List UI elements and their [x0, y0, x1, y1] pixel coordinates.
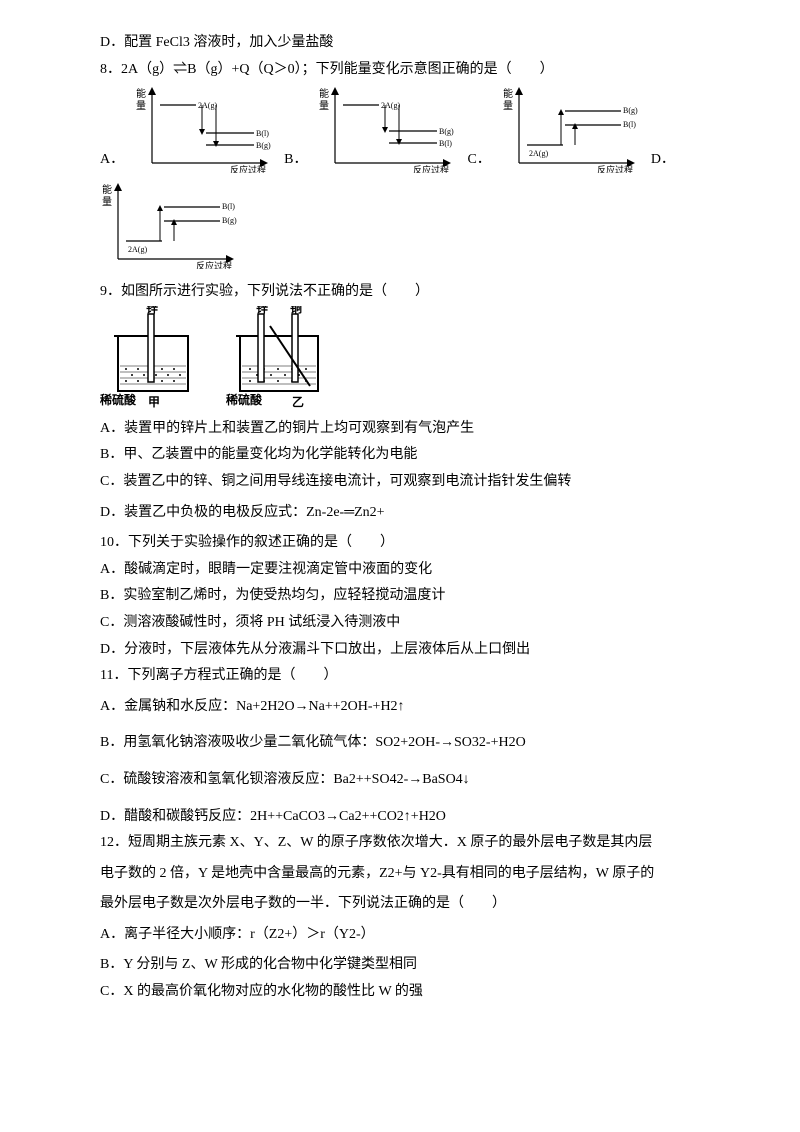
q9-stem: 9．如图所示进行实验，下列说法不正确的是（ ） — [100, 279, 720, 306]
q8-a-label: A． — [100, 147, 124, 174]
svg-text:反应过程: 反应过程 — [230, 164, 266, 173]
svg-text:能: 能 — [319, 87, 329, 100]
q12-c: C．X 的最高价氧化物对应的水化物的酸性比 W 的强 — [100, 979, 720, 1006]
q10-c: C．测溶液酸碱性时，须将 PH 试纸浸入待测液中 — [100, 610, 720, 637]
q8-stem: 8．2A（g）⇌B（g）+Q（Q＞0）；下列能量变化示意图正确的是（ ） — [100, 57, 720, 84]
svg-text:量: 量 — [136, 100, 146, 112]
q8-diagram-b: 能 量 反应过程 2A(g) B(g) B(l) — [317, 83, 457, 173]
svg-text:能: 能 — [136, 87, 146, 100]
svg-text:2A(g): 2A(g) — [128, 245, 147, 254]
svg-text:能: 能 — [503, 87, 513, 100]
svg-text:B(l): B(l) — [623, 120, 636, 129]
q11-c: C．硫酸铵溶液和氢氧化钡溶液反应：Ba2++SO42-→BaSO4↓ — [100, 767, 720, 794]
svg-text:能: 能 — [102, 183, 112, 196]
q10-b: B．实验室制乙烯时，为使受热均匀，应轻轻搅动温度计 — [100, 583, 720, 610]
svg-text:B(g): B(g) — [256, 141, 271, 150]
svg-text:B(g): B(g) — [222, 216, 237, 225]
q11-a: A．金属钠和水反应：Na+2H2O→Na++2OH-+H2↑ — [100, 694, 720, 721]
svg-text:量: 量 — [319, 100, 329, 112]
svg-text:2A(g): 2A(g) — [198, 101, 217, 110]
svg-text:量: 量 — [503, 100, 513, 112]
svg-text:锌: 锌 — [256, 306, 268, 315]
svg-text:B(g): B(g) — [439, 127, 454, 136]
q9-diagram: 锌 稀硫酸 甲 锌 铜 稀硫酸 乙 — [100, 306, 360, 416]
exam-page: D．配置 FeCl3 溶液时，加入少量盐酸 8．2A（g）⇌B（g）+Q（Q＞0… — [0, 0, 800, 1046]
q11-b: B．用氢氧化钠溶液吸收少量二氧化硫气体：SO2+2OH-→SO32-+H2O — [100, 730, 720, 757]
q8-diagram-d: 能 量 反应过程 2A(g) B(l) B(g) — [100, 179, 240, 269]
q10-stem: 10．下列关于实验操作的叙述正确的是（ ） — [100, 530, 720, 557]
q9-c: C．装置乙中的锌、铜之间用导线连接电流计，可观察到电流计指针发生偏转 — [100, 469, 720, 496]
q12-stem-3: 最外层电子数是次外层电子数的一半．下列说法正确的是（ ） — [100, 891, 720, 918]
q8-options-row: A． 能 量 反应过程 2A(g) B(l) B(g) — [100, 83, 720, 173]
svg-text:铜: 铜 — [290, 306, 302, 315]
svg-text:锌: 锌 — [146, 306, 158, 315]
q12-stem-1: 12．短周期主族元素 X、Y、Z、W 的原子序数依次增大．X 原子的最外层电子数… — [100, 830, 720, 857]
q10-a: A．酸碱滴定时，眼睛一定要注视滴定管中液面的变化 — [100, 557, 720, 584]
q8-diagram-a: 能 量 反应过程 2A(g) B(l) B(g) — [134, 83, 274, 173]
svg-text:反应过程: 反应过程 — [196, 260, 232, 269]
q10-d: D．分液时，下层液体先从分液漏斗下口放出，上层液体后从上口倒出 — [100, 637, 720, 664]
svg-text:2A(g): 2A(g) — [529, 149, 548, 158]
q12-stem-2: 电子数的 2 倍，Y 是地壳中含量最高的元素，Z2+与 Y2-具有相同的电子层结… — [100, 861, 720, 888]
q8-c-label: C． — [467, 147, 490, 174]
svg-text:稀硫酸: 稀硫酸 — [226, 392, 263, 407]
q9-a: A．装置甲的锌片上和装置乙的铜片上均可观察到有气泡产生 — [100, 416, 720, 443]
svg-text:反应过程: 反应过程 — [413, 164, 449, 173]
svg-text:反应过程: 反应过程 — [597, 164, 633, 173]
svg-text:2A(g): 2A(g) — [381, 101, 400, 110]
q12-a: A．离子半径大小顺序：r（Z2+）＞r（Y2-） — [100, 922, 720, 949]
svg-text:乙: 乙 — [292, 395, 304, 409]
q8-b-label: B． — [284, 147, 307, 174]
svg-text:B(l): B(l) — [439, 139, 452, 148]
q9-d: D．装置乙中负极的电极反应式：Zn-2e-═Zn2+ — [100, 500, 720, 527]
q12-b: B．Y 分别与 Z、W 形成的化合物中化学键类型相同 — [100, 952, 720, 979]
q8-d-label: D． — [651, 147, 675, 174]
svg-text:B(g): B(g) — [623, 106, 638, 115]
svg-text:量: 量 — [102, 196, 112, 208]
svg-text:B(l): B(l) — [256, 129, 269, 138]
svg-text:稀硫酸: 稀硫酸 — [100, 392, 137, 407]
svg-text:B(l): B(l) — [222, 202, 235, 211]
svg-text:甲: 甲 — [148, 395, 160, 409]
q9-b: B．甲、乙装置中的能量变化均为化学能转化为电能 — [100, 442, 720, 469]
q8-diagram-c: 能 量 反应过程 2A(g) B(g) B(l) — [501, 83, 641, 173]
q11-d: D．醋酸和碳酸钙反应：2H++CaCO3→Ca2++CO2↑+H2O — [100, 804, 720, 831]
q11-stem: 11．下列离子方程式正确的是（ ） — [100, 663, 720, 690]
q7-option-d: D．配置 FeCl3 溶液时，加入少量盐酸 — [100, 30, 720, 57]
